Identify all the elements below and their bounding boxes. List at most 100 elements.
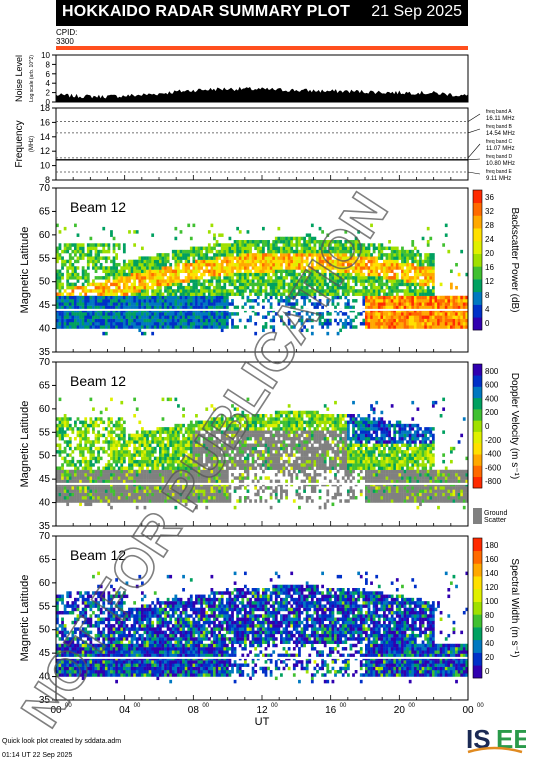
velocity-cell	[125, 473, 129, 477]
power-cell	[135, 302, 139, 306]
velocity-cell	[97, 450, 100, 454]
velocity-cell	[213, 443, 216, 448]
power-cell	[357, 249, 361, 254]
power-cell	[228, 289, 232, 293]
velocity-cell	[135, 436, 139, 441]
velocity-cell	[182, 453, 185, 457]
power-cell	[166, 305, 170, 310]
velocity-cell	[58, 479, 62, 484]
velocity-cell	[243, 476, 247, 480]
velocity-cell	[151, 479, 155, 484]
power-cell	[267, 246, 270, 251]
power-cell	[102, 312, 106, 316]
velocity-cell	[189, 476, 193, 480]
power-cell	[372, 318, 376, 323]
velocity-cell	[138, 476, 142, 480]
power-cell	[202, 256, 206, 260]
power-cell	[146, 282, 149, 287]
power-cell	[102, 289, 106, 293]
power-cell	[328, 312, 332, 316]
velocity-cell	[236, 436, 240, 441]
velocity-cell	[68, 499, 72, 503]
power-cell	[267, 292, 270, 296]
power-cell	[393, 325, 397, 329]
power-cell	[213, 272, 216, 277]
power-cell	[406, 322, 409, 326]
velocity-cell	[128, 473, 131, 477]
velocity-cell	[220, 420, 224, 425]
power-cell	[362, 322, 366, 326]
velocity-cell	[187, 430, 191, 434]
velocity-cell	[125, 469, 129, 474]
power-cell	[431, 322, 435, 326]
power-cell	[274, 246, 278, 251]
power-cell	[375, 266, 379, 270]
power-cell	[161, 325, 165, 329]
velocity-cell	[197, 456, 201, 461]
power-cell	[444, 315, 448, 319]
freq-band-leader	[467, 143, 481, 159]
power-cell	[171, 292, 175, 296]
velocity-cell	[174, 456, 178, 461]
power-cell	[215, 289, 219, 293]
power-cell	[174, 253, 178, 257]
power-cell	[328, 246, 332, 251]
power-cell	[336, 266, 340, 270]
velocity-cell	[58, 486, 62, 490]
power-cell	[138, 266, 142, 270]
velocity-cell	[223, 433, 227, 438]
velocity-cell	[179, 459, 183, 464]
velocity-cell	[207, 433, 211, 438]
velocity-cell	[200, 456, 203, 461]
power-cell	[86, 322, 90, 326]
power-cell	[102, 331, 106, 336]
power-cell	[295, 249, 299, 254]
power-cell	[61, 256, 64, 260]
power-cell	[346, 279, 350, 283]
velocity-cell	[76, 469, 80, 474]
power-cell	[153, 282, 157, 287]
velocity-cell	[92, 440, 95, 444]
velocity-cell	[233, 459, 237, 464]
power-cell	[398, 253, 402, 257]
power-cell	[246, 269, 250, 274]
velocity-cell	[122, 466, 126, 470]
power-cell	[352, 318, 355, 323]
velocity-cell	[215, 473, 219, 477]
power-cell	[328, 256, 332, 260]
power-cell	[92, 315, 95, 319]
power-cell	[449, 282, 453, 287]
power-cell	[393, 262, 397, 267]
power-cell	[465, 325, 469, 329]
velocity-cell	[138, 463, 142, 467]
power-cell	[328, 272, 332, 277]
power-cell	[357, 312, 361, 316]
velocity-cell	[61, 473, 64, 477]
power-cell	[259, 253, 263, 257]
velocity-cell	[84, 479, 88, 484]
power-cell	[161, 305, 165, 310]
power-cell	[308, 269, 312, 274]
power-cell	[421, 266, 425, 270]
velocity-cell	[117, 499, 121, 503]
power-colorbar-tick: 24	[485, 235, 494, 244]
power-cell	[151, 299, 155, 303]
power-cell	[367, 253, 371, 257]
power-cell	[346, 292, 350, 296]
power-cell	[460, 295, 464, 300]
power-cell	[403, 249, 407, 254]
power-cell	[256, 259, 260, 264]
power-cell	[280, 256, 283, 260]
power-cell	[334, 262, 337, 267]
power-cell	[246, 295, 250, 300]
power-cell	[318, 312, 322, 316]
power-cell	[393, 285, 397, 290]
power-cell	[318, 253, 322, 257]
power-cell	[161, 322, 165, 326]
power-cell	[401, 262, 404, 267]
velocity-cell	[202, 427, 206, 431]
power-cell	[256, 276, 260, 280]
power-cell	[148, 318, 152, 323]
power-cell	[110, 318, 113, 323]
power-cell	[395, 292, 399, 296]
